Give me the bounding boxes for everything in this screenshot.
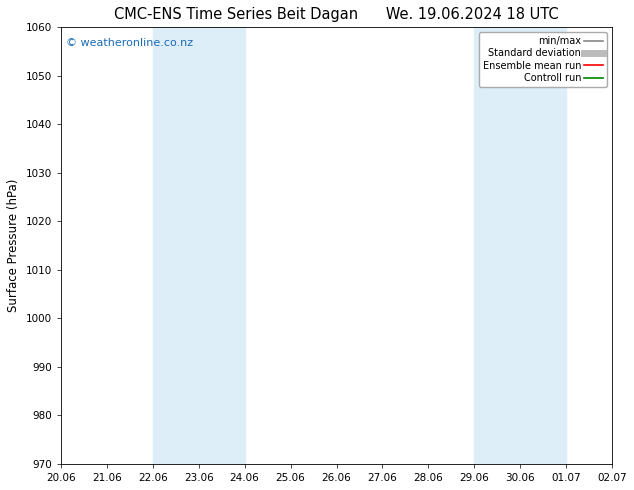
Bar	[153, 27, 245, 464]
Bar	[474, 27, 566, 464]
Y-axis label: Surface Pressure (hPa): Surface Pressure (hPa)	[7, 179, 20, 312]
Title: CMC-ENS Time Series Beit Dagan      We. 19.06.2024 18 UTC: CMC-ENS Time Series Beit Dagan We. 19.06…	[114, 7, 559, 22]
Text: © weatheronline.co.nz: © weatheronline.co.nz	[67, 38, 193, 48]
Legend: min/max, Standard deviation, Ensemble mean run, Controll run: min/max, Standard deviation, Ensemble me…	[479, 32, 607, 87]
